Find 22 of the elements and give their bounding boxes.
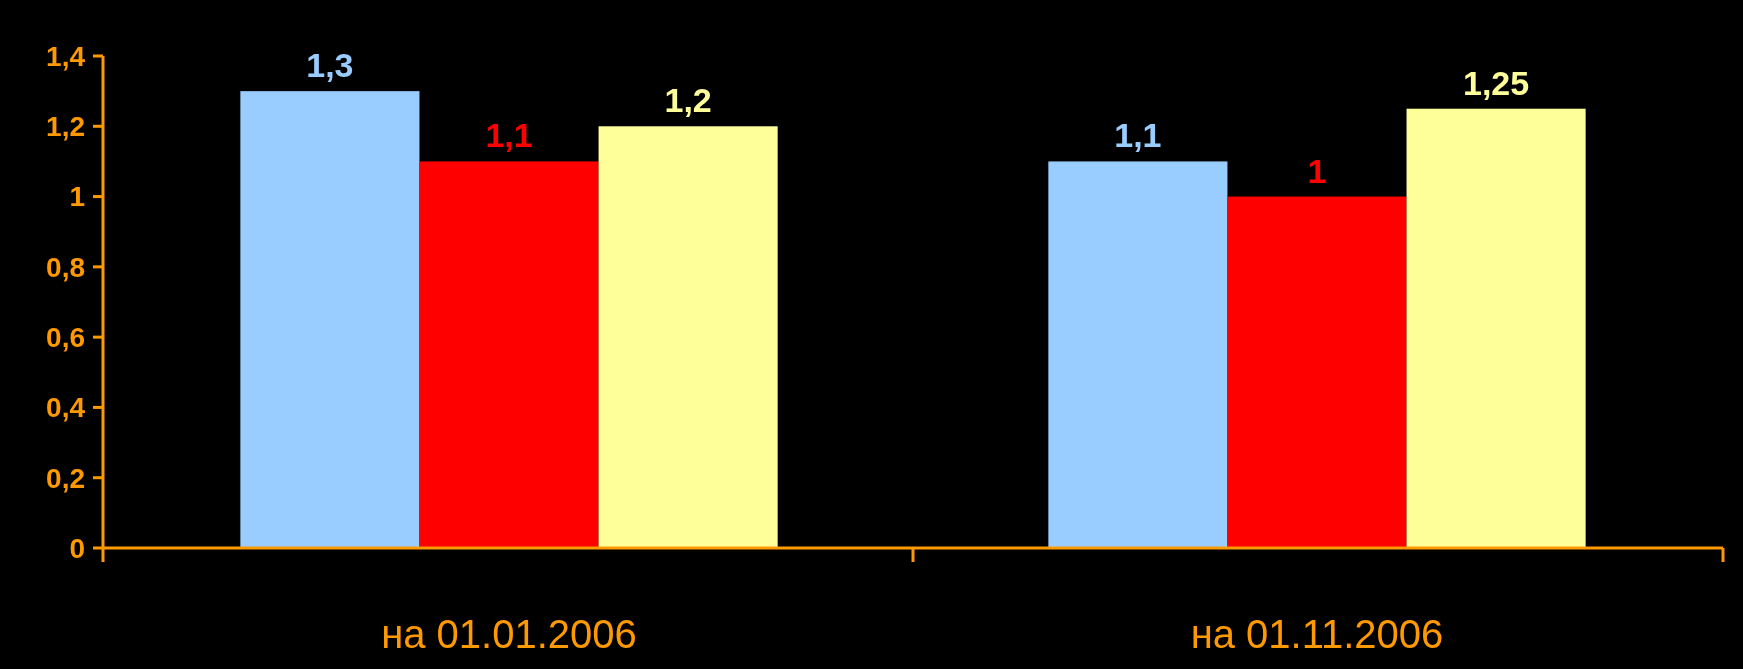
- y-tick-label: 0,2: [46, 462, 85, 494]
- bar: [1048, 161, 1228, 548]
- x-tick-label: на 01.01.2006: [381, 612, 637, 656]
- bar: [1227, 196, 1407, 548]
- data-label: 1,1: [1114, 116, 1162, 155]
- data-label: 1,2: [664, 81, 712, 120]
- y-tick-label: 0: [69, 532, 85, 564]
- y-tick-label: 0,4: [46, 392, 86, 424]
- y-tick-label: 1,4: [46, 40, 86, 72]
- y-tick-label: 1,2: [46, 111, 85, 143]
- bar: [1406, 108, 1586, 548]
- y-tick-label: 0,6: [46, 321, 85, 353]
- x-tick-label: на 01.11.2006: [1190, 612, 1444, 656]
- bar: [240, 91, 420, 548]
- y-tick-label: 0,8: [46, 251, 85, 283]
- y-tick-label: 1: [69, 181, 85, 213]
- data-label: 1: [1307, 151, 1327, 190]
- data-label: 1,25: [1463, 63, 1530, 102]
- data-label: 1,3: [306, 46, 354, 85]
- bar: [598, 126, 778, 548]
- bar: [419, 161, 599, 548]
- data-label: 1,1: [485, 116, 533, 155]
